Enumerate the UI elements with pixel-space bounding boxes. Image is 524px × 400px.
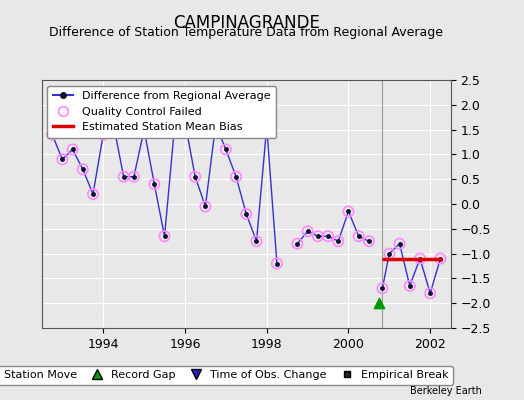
Point (324, 233, 332, 240)
Point (58, 156, 67, 162)
Point (334, 238, 343, 244)
Point (48, 131, 57, 138)
Point (140, 126, 148, 133)
Point (396, 240, 404, 247)
Point (293, 240, 302, 247)
Point (89, 191, 97, 197)
Point (99, 131, 107, 138)
Point (242, 211, 250, 217)
Point (130, 174, 138, 180)
Point (150, 181, 158, 187)
Point (222, 146, 230, 153)
Point (201, 203, 210, 210)
Point (378, 285, 387, 292)
Text: CAMPINAGRANDE: CAMPINAGRANDE (173, 14, 320, 32)
Point (110, 122, 118, 128)
Point (314, 233, 322, 240)
Point (426, 290, 434, 296)
Point (375, 300, 384, 306)
Point (79, 166, 87, 172)
Point (253, 238, 261, 244)
Point (232, 174, 241, 180)
Text: Berkeley Earth: Berkeley Earth (410, 386, 482, 396)
Point (416, 255, 424, 262)
Point (436, 255, 445, 262)
Point (263, 124, 271, 130)
Text: Difference of Station Temperature Data from Regional Average: Difference of Station Temperature Data f… (49, 26, 443, 39)
Point (212, 122, 220, 128)
Point (385, 250, 394, 257)
Point (344, 208, 353, 215)
Point (406, 283, 414, 289)
Point (181, 119, 189, 125)
Point (273, 260, 281, 267)
Point (160, 233, 169, 240)
Legend: Station Move, Record Gap, Time of Obs. Change, Empirical Break: Station Move, Record Gap, Time of Obs. C… (0, 366, 453, 385)
Point (119, 174, 128, 180)
Point (365, 238, 373, 244)
Point (303, 228, 312, 234)
Point (171, 122, 179, 128)
Point (191, 174, 200, 180)
Point (69, 146, 77, 153)
Point (354, 233, 363, 240)
